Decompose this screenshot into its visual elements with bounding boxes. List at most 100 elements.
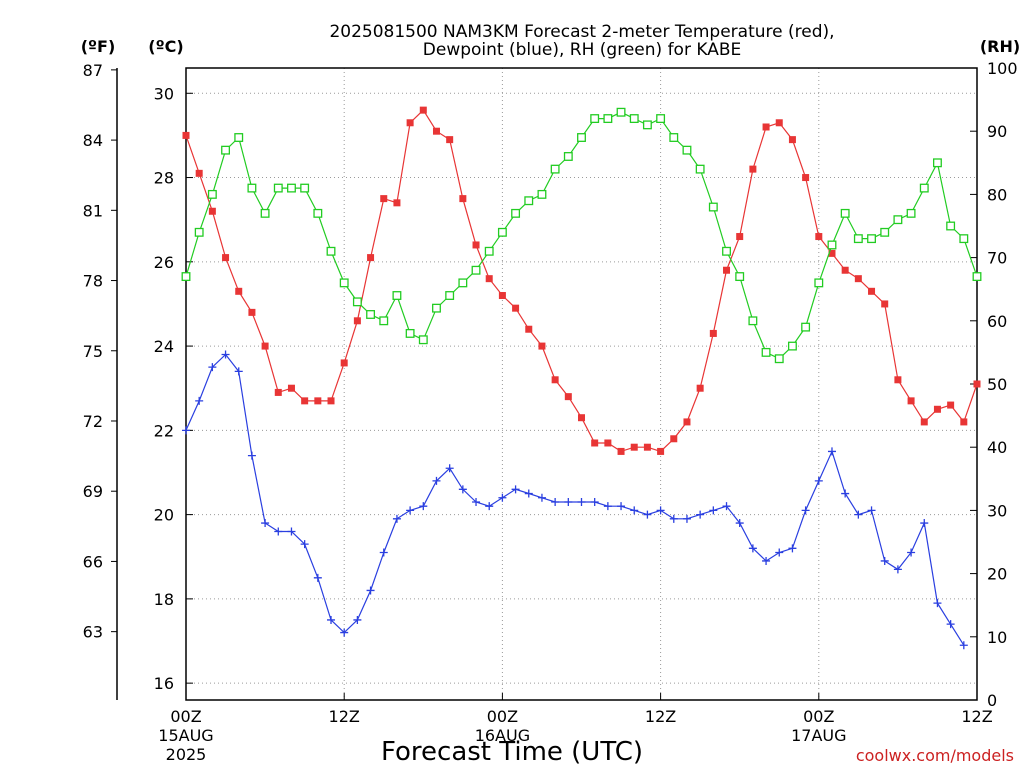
- dewpoint-data-point: [247, 451, 256, 460]
- dewpoint-data-point: [907, 548, 916, 557]
- dewpoint-data-point: [551, 497, 560, 506]
- dewpoint-data-point: [485, 502, 494, 511]
- dewpoint-data-point: [472, 497, 481, 506]
- dewpoint-data-point: [261, 519, 270, 528]
- dewpoint-series-line: [185, 353, 965, 646]
- fahrenheit-unit-label: (ºF): [81, 37, 116, 56]
- temperature-data-point: [881, 300, 889, 308]
- dewpoint-data-point: [287, 527, 296, 536]
- dewpoint-data-point: [340, 628, 349, 637]
- rh-data-point: [787, 341, 797, 351]
- rh-data-point: [550, 164, 560, 174]
- fahrenheit-tick-label: 78: [83, 272, 103, 291]
- dewpoint-data-point: [234, 367, 243, 376]
- dewpoint-data-point: [735, 519, 744, 528]
- rh-data-point: [273, 183, 283, 193]
- dewpoint-data-point: [577, 497, 586, 506]
- temperature-data-point: [222, 254, 230, 262]
- rh-data-point: [774, 354, 784, 364]
- dewpoint-data-point: [221, 350, 230, 359]
- rh-data-point: [300, 183, 310, 193]
- temperature-data-point: [591, 439, 599, 447]
- rh-data-point: [603, 114, 613, 124]
- temperature-data-point: [907, 397, 915, 405]
- temperature-data-point: [604, 439, 612, 447]
- temperature-data-point: [446, 136, 454, 144]
- rh-data-point: [814, 278, 824, 288]
- rh-tick-label: 20: [987, 565, 1007, 584]
- fahrenheit-tick-label: 84: [83, 131, 103, 150]
- temperature-data-point: [525, 325, 533, 333]
- rh-data-point: [339, 278, 349, 288]
- rh-data-point: [682, 145, 692, 155]
- dewpoint-data-point: [392, 514, 401, 523]
- temperature-data-point: [512, 304, 520, 312]
- rh-data-point: [471, 265, 481, 275]
- dewpoint-data-point: [920, 519, 929, 528]
- grid-layer: [186, 68, 977, 700]
- dewpoint-data-point: [867, 506, 876, 515]
- dewpoint-data-point: [762, 556, 771, 565]
- temperature-data-point: [933, 405, 941, 413]
- temperature-data-point: [208, 207, 216, 215]
- temperature-data-point: [301, 397, 309, 405]
- temperature-data-point: [868, 287, 876, 295]
- dewpoint-data-point: [419, 502, 428, 511]
- temperature-data-point: [709, 329, 717, 337]
- rh-data-point: [247, 183, 257, 193]
- dewpoint-data-point: [445, 464, 454, 473]
- temperature-data-point: [248, 308, 256, 316]
- rh-data-point: [748, 316, 758, 326]
- celsius-tick-label: 16: [154, 674, 174, 693]
- rh-data-point: [432, 303, 441, 313]
- rh-data-point: [946, 221, 956, 231]
- celsius-tick-label: 28: [154, 169, 174, 188]
- dewpoint-data-point: [696, 510, 705, 519]
- temperature-data-point: [314, 397, 322, 405]
- temperature-data-point: [367, 254, 375, 262]
- rh-tick-label: 10: [987, 628, 1007, 647]
- rh-data-point: [629, 114, 639, 124]
- dewpoint-data-point: [880, 556, 889, 565]
- rh-data-point: [194, 227, 204, 237]
- rh-data-point: [207, 189, 217, 199]
- temperature-data-point: [788, 136, 796, 144]
- temperature-data-point: [261, 342, 269, 350]
- series-layer: [181, 106, 982, 650]
- rh-data-point: [418, 335, 428, 345]
- dewpoint-data-point: [182, 426, 190, 435]
- celsius-unit-label: (ºC): [148, 37, 183, 56]
- temperature-data-point: [538, 342, 546, 350]
- dewpoint-data-point: [458, 485, 467, 494]
- temperature-data-point: [894, 376, 902, 384]
- rh-data-point: [642, 120, 652, 130]
- dewpoint-data-point: [590, 497, 599, 506]
- temperature-data-point: [683, 418, 691, 426]
- dewpoint-data-point: [643, 510, 652, 519]
- celsius-tick-label: 18: [154, 590, 174, 609]
- dewpoint-data-point: [946, 620, 955, 629]
- temperature-data-point: [406, 119, 414, 127]
- dewpoint-data-point: [537, 493, 546, 502]
- dewpoint-data-point: [208, 363, 217, 372]
- temperature-data-point: [960, 418, 968, 426]
- rh-data-point: [379, 316, 389, 326]
- celsius-tick-label: 24: [154, 337, 174, 356]
- dewpoint-data-point: [854, 510, 863, 519]
- fahrenheit-tick-label: 66: [83, 552, 103, 571]
- temperature-data-point: [696, 384, 704, 392]
- dewpoint-data-point: [617, 502, 626, 511]
- rh-data-point: [313, 208, 323, 218]
- rh-data-point: [840, 208, 850, 218]
- rh-data-point: [708, 202, 718, 212]
- rh-tick-label: 90: [987, 122, 1007, 141]
- rh-data-point: [563, 152, 573, 161]
- x-tick-date-label: 15AUG: [158, 726, 213, 745]
- dewpoint-data-point: [511, 485, 520, 494]
- temperature-data-point: [472, 241, 480, 249]
- x-tick-label: 12Z: [961, 707, 992, 726]
- temperature-data-point: [274, 388, 282, 396]
- celsius-tick-label: 20: [154, 506, 174, 525]
- dewpoint-data-point: [327, 615, 336, 624]
- rh-data-point: [405, 328, 415, 338]
